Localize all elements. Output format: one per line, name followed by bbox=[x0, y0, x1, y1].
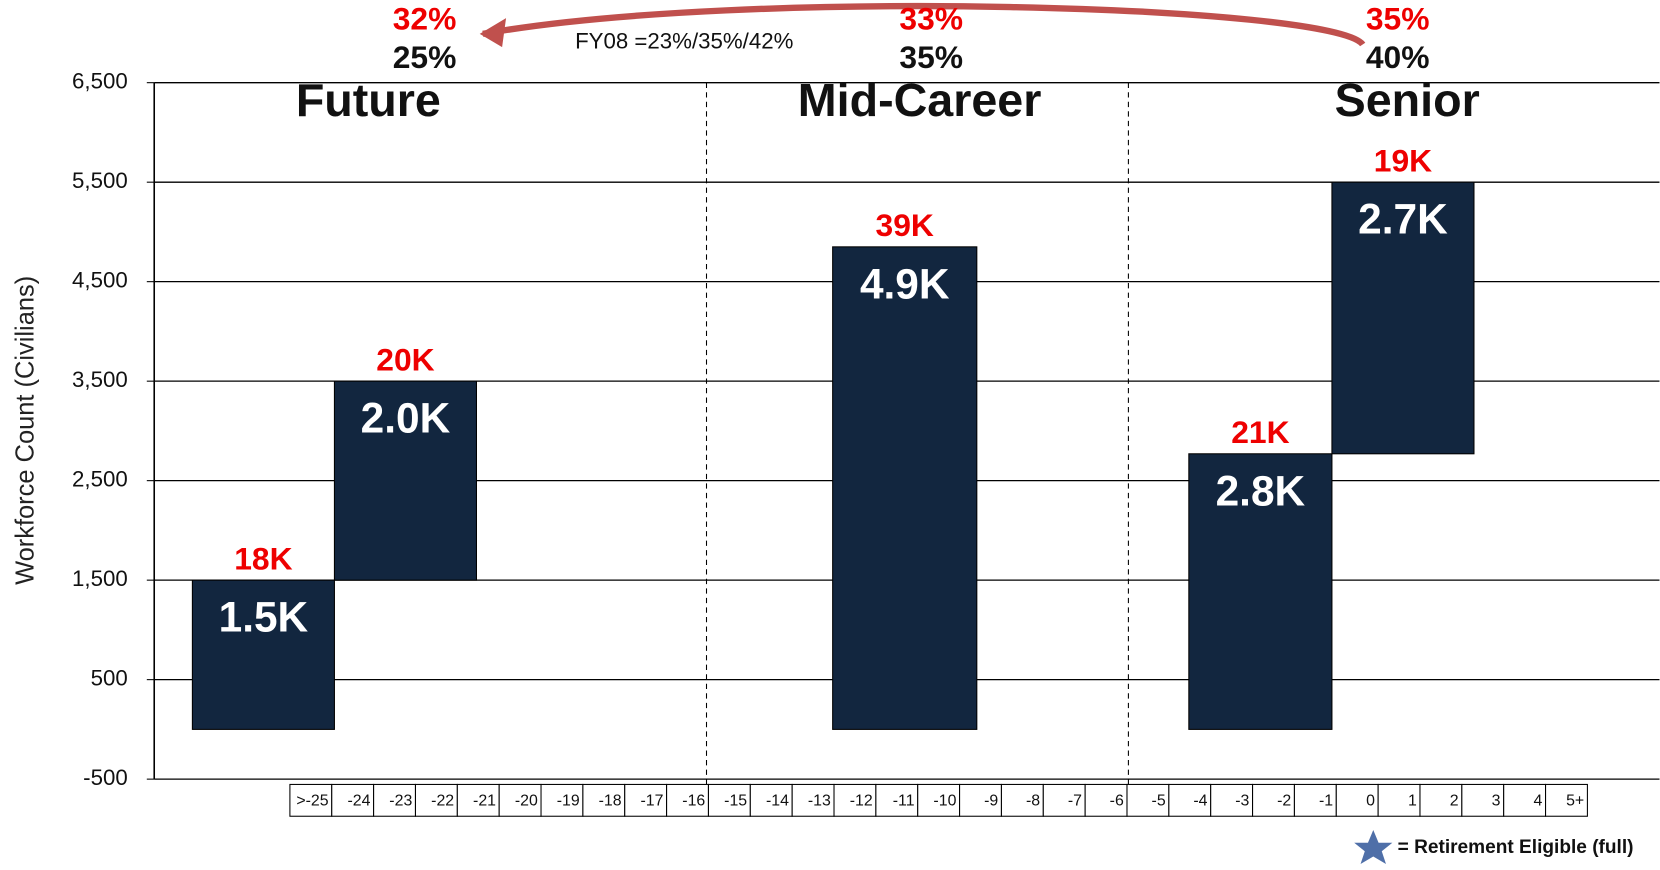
group-share: 25% bbox=[393, 39, 457, 75]
category-box bbox=[1419, 783, 1463, 817]
y-tick-label: -500 bbox=[83, 765, 128, 790]
category-box bbox=[791, 783, 835, 817]
top-label: 21K bbox=[1231, 414, 1289, 450]
category-box bbox=[498, 783, 542, 817]
legend-star bbox=[1354, 830, 1393, 864]
category-box bbox=[707, 783, 751, 817]
y-tick-label: 5,500 bbox=[72, 168, 128, 193]
category-box bbox=[1084, 783, 1128, 817]
value-label: 2.0K bbox=[361, 395, 451, 442]
category-box bbox=[414, 783, 458, 817]
x-tick-label: -22 bbox=[431, 793, 454, 810]
bar bbox=[333, 380, 478, 581]
value-label: 2.7K bbox=[1358, 196, 1448, 243]
x-tick-label: -24 bbox=[347, 793, 370, 810]
category-box bbox=[373, 783, 416, 817]
x-tick-label: -1 bbox=[1319, 793, 1333, 810]
group-title: Future bbox=[296, 74, 441, 126]
category-box bbox=[1461, 783, 1505, 817]
y-axis-label: Workforce Count (Civilians) bbox=[12, 276, 40, 585]
top-label: 39K bbox=[876, 207, 934, 243]
x-tick-label: 5+ bbox=[1566, 793, 1584, 810]
x-tick-label: -21 bbox=[473, 793, 496, 810]
x-tick-label: -13 bbox=[808, 793, 831, 810]
x-tick-label: -4 bbox=[1193, 793, 1207, 810]
x-tick-label: 2 bbox=[1450, 793, 1459, 810]
category-box bbox=[1042, 783, 1086, 817]
x-tick-label: -12 bbox=[850, 793, 873, 810]
y-tick-label: 500 bbox=[91, 666, 128, 691]
arrow bbox=[482, 2, 1366, 47]
value-label: 1.5K bbox=[219, 594, 309, 641]
y-tick-label: 4,500 bbox=[72, 268, 128, 293]
x-tick-label: -9 bbox=[984, 793, 998, 810]
category-box bbox=[331, 783, 375, 817]
x-tick-label: 4 bbox=[1534, 793, 1543, 810]
category-box bbox=[1377, 783, 1421, 817]
annotation: FY08 =23%/35%/42% bbox=[575, 28, 793, 53]
x-tick-label: -18 bbox=[599, 793, 622, 810]
x-tick-label: -2 bbox=[1277, 793, 1291, 810]
group-share: 40% bbox=[1366, 39, 1430, 75]
x-tick-label: 0 bbox=[1366, 793, 1375, 810]
category-box bbox=[582, 783, 626, 817]
group-title: Senior bbox=[1335, 74, 1480, 126]
top-label: 20K bbox=[376, 341, 434, 377]
bar bbox=[1331, 181, 1475, 455]
category-box bbox=[917, 783, 961, 817]
x-tick-label: -16 bbox=[682, 793, 705, 810]
value-label: 2.8K bbox=[1216, 467, 1306, 514]
group-share: 35% bbox=[899, 39, 963, 75]
arrow-head bbox=[479, 18, 507, 48]
category-box bbox=[749, 783, 793, 817]
category-box bbox=[1210, 783, 1254, 817]
group-share-red: 33% bbox=[899, 1, 963, 37]
category-box bbox=[1545, 783, 1588, 817]
x-tick-label: 3 bbox=[1492, 793, 1501, 810]
x-tick-label: -6 bbox=[1110, 793, 1124, 810]
top-label: 18K bbox=[234, 540, 292, 576]
category-box bbox=[1168, 783, 1212, 817]
category-box bbox=[540, 783, 584, 817]
group-share-red: 32% bbox=[393, 1, 457, 37]
y-tick-label: 3,500 bbox=[72, 367, 128, 392]
x-tick-label: >-25 bbox=[296, 793, 328, 810]
x-tick-label: -17 bbox=[640, 793, 663, 810]
x-tick-label: -5 bbox=[1152, 793, 1166, 810]
legend-text: = Retirement Eligible (full) bbox=[1398, 837, 1634, 858]
value-label: 4.9K bbox=[860, 260, 950, 307]
bar bbox=[1188, 453, 1333, 730]
category-box bbox=[1000, 783, 1044, 817]
category-box bbox=[959, 783, 1002, 817]
x-tick-label: -3 bbox=[1235, 793, 1249, 810]
y-tick-label: 6,500 bbox=[72, 69, 128, 94]
y-tick-label: 1,500 bbox=[72, 566, 128, 591]
bar bbox=[191, 579, 335, 730]
x-tick-label: -23 bbox=[389, 793, 412, 810]
bar bbox=[832, 246, 978, 730]
x-tick-label: -11 bbox=[893, 793, 915, 810]
x-tick-label: -14 bbox=[766, 793, 789, 810]
y-tick-label: 2,500 bbox=[72, 467, 128, 492]
category-box bbox=[456, 783, 500, 817]
group-title: Mid-Career bbox=[798, 74, 1042, 126]
x-tick-label: 1 bbox=[1408, 793, 1417, 810]
category-box bbox=[666, 783, 709, 817]
x-tick-label: -8 bbox=[1026, 793, 1040, 810]
x-tick-label: -7 bbox=[1068, 793, 1082, 810]
category-box bbox=[1335, 783, 1379, 817]
x-tick-label: -10 bbox=[933, 793, 956, 810]
top-label: 19K bbox=[1374, 143, 1432, 179]
x-tick-label: -15 bbox=[724, 793, 747, 810]
group-share-red: 35% bbox=[1366, 1, 1430, 37]
x-tick-label: -20 bbox=[515, 793, 538, 810]
x-tick-label: -19 bbox=[557, 793, 580, 810]
